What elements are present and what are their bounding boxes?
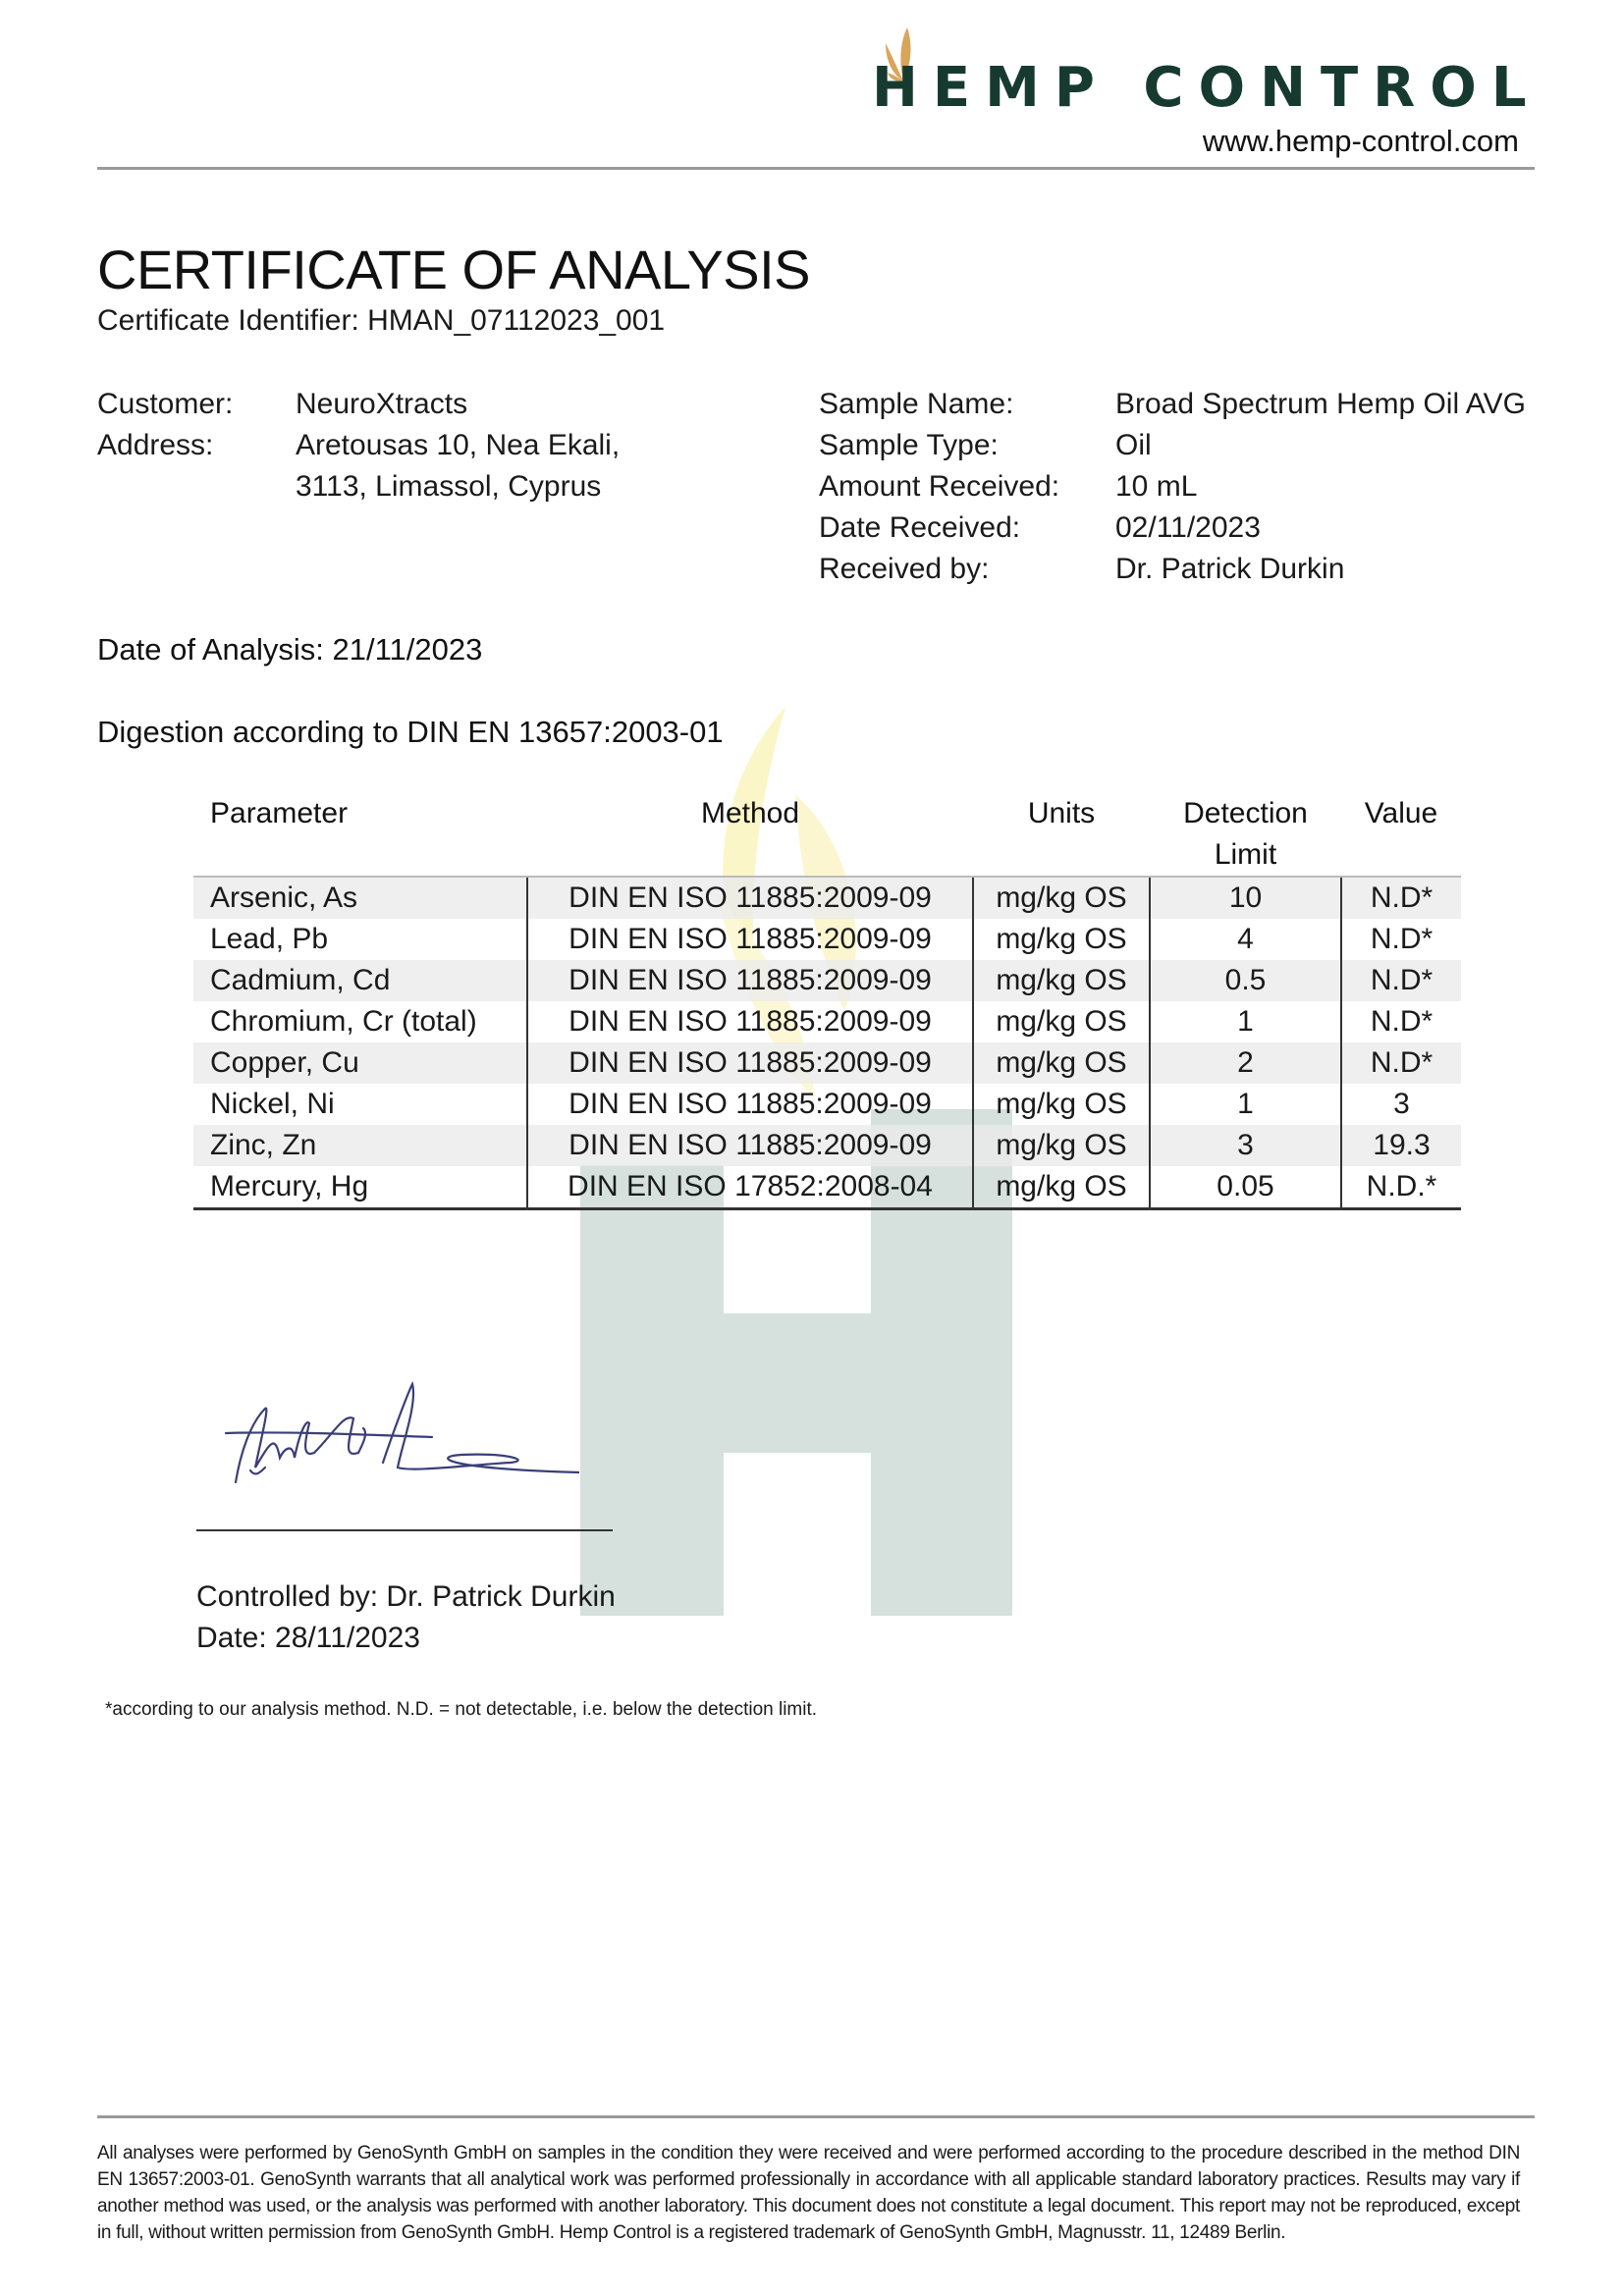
- table-row: Cadmium, Cd DIN EN ISO 11885:2009-09 mg/kg…: [193, 960, 1461, 1001]
- control-date: Date: 28/11/2023: [196, 1622, 420, 1654]
- hemp-leaf-icon: [886, 27, 911, 81]
- cell-value: N.D*: [1340, 919, 1461, 960]
- table-row: Chromium, Cr (total) DIN EN ISO 11885:200…: [193, 1001, 1461, 1042]
- hemp-control-logo: HEMP CONTROL: [872, 56, 1542, 120]
- header-units: Units: [973, 793, 1150, 878]
- header-value: Value: [1341, 793, 1461, 878]
- cell-value: N.D*: [1340, 1001, 1461, 1042]
- sample-values: Broad Spectrum Hemp Oil AVG Oil 10 mL 02…: [1115, 384, 1526, 590]
- cell-method: DIN EN ISO 11885:2009-09: [526, 1084, 973, 1125]
- cell-parameter: Lead, Pb: [210, 923, 329, 955]
- cell-units: mg/kg OS: [972, 877, 1150, 919]
- amount-received-label: Amount Received:: [819, 470, 1060, 503]
- signature: [224, 1380, 579, 1484]
- footnote: *according to our analysis method. N.D. …: [105, 1699, 818, 1720]
- cell-value: N.D*: [1340, 1042, 1461, 1084]
- cell-method: DIN EN ISO 17852:2008-04: [526, 1166, 973, 1210]
- cell-detection-limit: 4: [1149, 919, 1341, 960]
- page-title: CERTIFICATE OF ANALYSIS: [97, 239, 811, 300]
- sample-type-label: Sample Type:: [819, 429, 999, 461]
- table-header-row: Parameter Method Units Detection Limit V…: [193, 793, 1461, 878]
- cell-value: N.D.*: [1340, 1166, 1461, 1210]
- sample-name-value: Broad Spectrum Hemp Oil AVG: [1115, 388, 1526, 420]
- table-row: Zinc, Zn DIN EN ISO 11885:2009-09 mg/kg OS…: [193, 1125, 1461, 1166]
- controlled-by: Controlled by: Dr. Patrick Durkin: [196, 1580, 616, 1613]
- cell-units: mg/kg OS: [972, 1042, 1150, 1084]
- address-line1: Aretousas 10, Nea Ekali,: [296, 429, 621, 461]
- watermark-h-left: [580, 1165, 724, 1616]
- cell-parameter: Cadmium, Cd: [193, 960, 527, 1001]
- cell-units: mg/kg OS: [972, 1166, 1150, 1210]
- customer-values: NeuroXtracts Aretousas 10, Nea Ekali, 31…: [296, 384, 620, 507]
- date-received-value: 02/11/2023: [1115, 511, 1261, 544]
- address-label: Address:: [97, 429, 214, 461]
- header-detection-limit: Detection Limit: [1150, 793, 1341, 878]
- cell-value: N.D*: [1340, 960, 1461, 1001]
- customer-labels: Customer: Address:: [97, 384, 233, 466]
- table-row: Mercury, Hg DIN EN ISO 17852:2008-04 mg/kg…: [193, 1166, 1461, 1210]
- cell-value: 3: [1340, 1084, 1461, 1125]
- cell-method: DIN EN ISO 11885:2009-09: [526, 1042, 973, 1084]
- cell-method: DIN EN ISO 11885:2009-09: [526, 1001, 973, 1042]
- cell-units: mg/kg OS: [972, 1125, 1150, 1166]
- table-row: Nickel, Ni DIN EN ISO 11885:2009-09 mg/kg …: [193, 1084, 1461, 1125]
- sample-name-label: Sample Name:: [819, 388, 1014, 420]
- table-row: Arsenic, As DIN EN ISO 11885:2009-09 mg/kg…: [193, 877, 1461, 919]
- footer-disclaimer: All analyses were performed by GenoSynth…: [97, 2143, 1520, 2243]
- sample-type-value: Oil: [1115, 429, 1152, 461]
- table-row: Copper, Cu DIN EN ISO 11885:2009-09 mg/kg …: [193, 1042, 1461, 1084]
- table-row: Lead, Pb DIN EN ISO 11885:2009-09 mg/kg OS…: [193, 919, 1461, 960]
- cell-detection-limit: 0.05: [1149, 1166, 1341, 1210]
- signature-line: [196, 1529, 613, 1531]
- amount-received-value: 10 mL: [1115, 470, 1198, 503]
- cell-method: DIN EN ISO 11885:2009-09: [526, 877, 973, 919]
- cell-parameter: Copper, Cu: [193, 1042, 527, 1084]
- received-by-label: Received by:: [819, 553, 990, 585]
- customer-label: Customer:: [97, 388, 234, 420]
- certificate-identifier: Certificate Identifier: HMAN_07112023_00…: [97, 304, 666, 337]
- cell-detection-limit: 0.5: [1149, 960, 1341, 1001]
- cell-method: DIN EN ISO 11885:2009-09: [526, 960, 973, 1001]
- cell-parameter: Arsenic, As: [193, 877, 527, 919]
- cell-parameter: Zinc, Zn: [193, 1125, 527, 1166]
- results-table: Parameter Method Units Detection Limit V…: [193, 793, 1461, 1210]
- cell-units: mg/kg OS: [972, 960, 1150, 1001]
- cell-units: mg/kg OS: [972, 919, 1150, 960]
- sample-labels: Sample Name: Sample Type: Amount Receive…: [819, 384, 1059, 590]
- cell-detection-limit: 10: [1149, 877, 1341, 919]
- date-received-label: Date Received:: [819, 511, 1021, 544]
- cell-detection-limit: 2: [1149, 1042, 1341, 1084]
- date-of-analysis: Date of Analysis: 21/11/2023: [97, 632, 483, 667]
- header-method: Method: [527, 793, 973, 878]
- cell-value: 19.3: [1340, 1125, 1461, 1166]
- website-url[interactable]: www.hemp-control.com: [1202, 124, 1519, 158]
- customer-value: NeuroXtracts: [296, 388, 468, 420]
- cell-detection-limit: 3: [1149, 1125, 1341, 1166]
- watermark-h-bar: [724, 1313, 871, 1453]
- address-line2: 3113, Limassol, Cyprus: [296, 470, 602, 503]
- cell-detection-limit: 1: [1149, 1084, 1341, 1125]
- cell-method: DIN EN ISO 11885:2009-09: [526, 919, 973, 960]
- footer-divider: [97, 2115, 1535, 2118]
- received-by-value: Dr. Patrick Durkin: [1115, 553, 1345, 585]
- cell-parameter: Mercury, Hg: [193, 1166, 527, 1210]
- cell-units: mg/kg OS: [972, 1001, 1150, 1042]
- digestion-method: Digestion according to DIN EN 13657:2003…: [97, 715, 724, 749]
- cell-parameter: Chromium, Cr (total): [210, 1005, 477, 1038]
- cell-units: mg/kg OS: [972, 1084, 1150, 1125]
- header-parameter: Parameter: [193, 793, 527, 878]
- header-divider: [97, 167, 1535, 170]
- cell-value: N.D*: [1340, 877, 1461, 919]
- cell-parameter: Nickel, Ni: [210, 1088, 335, 1120]
- cell-method: DIN EN ISO 11885:2009-09: [526, 1125, 973, 1166]
- cell-detection-limit: 1: [1149, 1001, 1341, 1042]
